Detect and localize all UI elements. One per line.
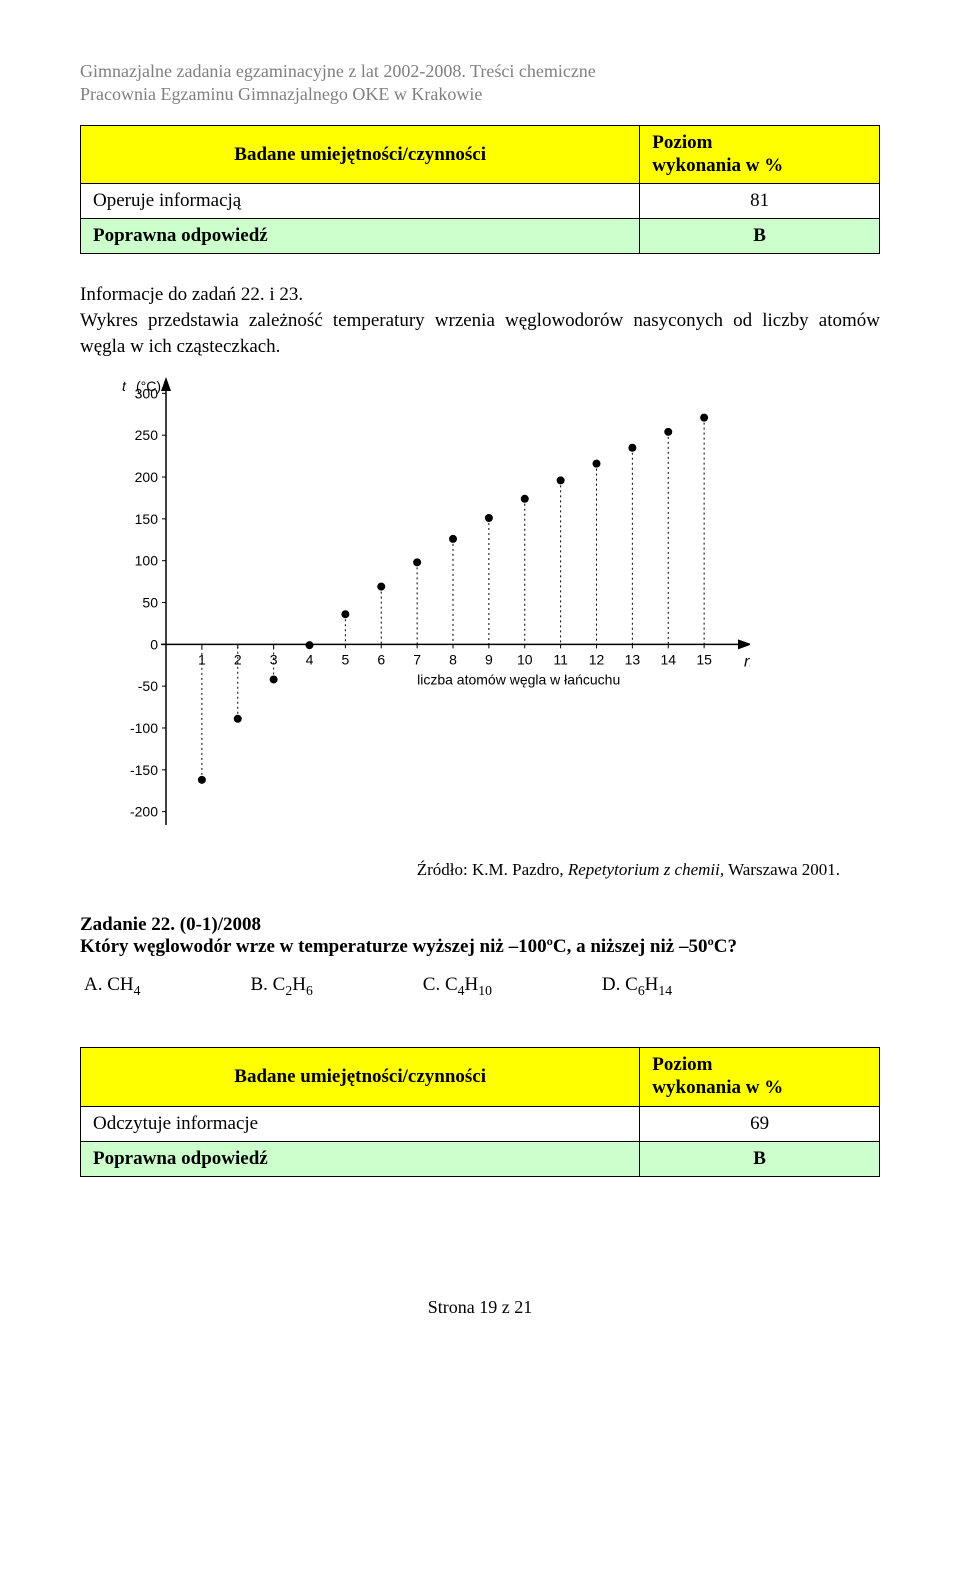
svg-text:100: 100: [135, 553, 159, 569]
task-question: Który węglowodór wrze w temperaturze wyż…: [80, 936, 880, 958]
info-paragraph: Informacje do zadań 22. i 23. Wykres prz…: [80, 282, 880, 359]
svg-text:11: 11: [553, 652, 568, 668]
source-citation: Źródło: K.M. Pazdro, Repetytorium z chem…: [80, 860, 880, 880]
svg-text:6: 6: [377, 652, 385, 668]
svg-text:150: 150: [135, 511, 159, 527]
svg-text:13: 13: [625, 652, 641, 668]
table-header-skills: Badane umiejętności/czynności: [81, 125, 640, 184]
page-footer: Strona 19 z 21: [80, 1297, 880, 1318]
table-header-skills: Badane umiejętności/czynności: [81, 1048, 640, 1107]
svg-text:8: 8: [449, 652, 457, 668]
svg-text:n: n: [744, 654, 750, 671]
formula-B: C2H6: [273, 974, 313, 995]
boiling-point-chart: -200-150-100-505010015020025030001234567…: [110, 375, 880, 850]
page: Gimnazjalne zadania egzaminacyjne z lat …: [0, 0, 960, 1358]
skill-label: Operuje informacją: [81, 184, 640, 219]
correct-answer-row: Poprawna odpowiedź B: [81, 219, 880, 254]
svg-text:liczba atomów węgla w łańcuchu: liczba atomów węgla w łańcuchu: [417, 672, 620, 688]
svg-text:250: 250: [135, 427, 159, 443]
formula-C: C4H10: [445, 974, 492, 995]
formula-A: CH4: [107, 974, 140, 995]
svg-text:-150: -150: [130, 762, 158, 778]
svg-text:50: 50: [142, 595, 158, 611]
skill-value: 81: [640, 184, 880, 219]
chart-svg: -200-150-100-505010015020025030001234567…: [110, 375, 750, 845]
answer-options: A. CH4 B. C2H6 C. C4H10 D. C6H14: [80, 974, 880, 999]
answer-C: C. C4H10: [423, 974, 492, 999]
svg-text:0: 0: [150, 637, 158, 653]
svg-text:4: 4: [306, 652, 314, 668]
svg-text:7: 7: [413, 652, 421, 668]
table-header-level: Poziom wykonania w %: [640, 1048, 880, 1107]
skill-label: Odczytuje informacje: [81, 1106, 640, 1141]
table-header-row: Badane umiejętności/czynności Poziom wyk…: [81, 125, 880, 184]
correct-value: B: [640, 219, 880, 254]
correct-answer-row: Poprawna odpowiedź B: [81, 1141, 880, 1176]
svg-text:9: 9: [485, 652, 493, 668]
table-row: Operuje informacją 81: [81, 184, 880, 219]
table-row: Odczytuje informacje 69: [81, 1106, 880, 1141]
svg-text:-50: -50: [138, 678, 158, 694]
formula-D: C6H14: [625, 974, 672, 995]
answer-D: D. C6H14: [602, 974, 672, 999]
svg-text:5: 5: [341, 652, 349, 668]
info-line2: Wykres przedstawia zależność temperatury…: [80, 310, 880, 357]
svg-text:t: t: [122, 378, 127, 394]
skills-table-1: Badane umiejętności/czynności Poziom wyk…: [80, 125, 880, 255]
task-title: Zadanie 22. (0-1)/2008: [80, 914, 880, 936]
doc-header-line1: Gimnazjalne zadania egzaminacyjne z lat …: [80, 60, 880, 83]
doc-header-line2: Pracownia Egzaminu Gimnazjalnego OKE w K…: [80, 83, 880, 106]
answer-B: B. C2H6: [250, 974, 312, 999]
correct-label: Poprawna odpowiedź: [81, 1141, 640, 1176]
svg-text:14: 14: [660, 652, 676, 668]
table-header-row: Badane umiejętności/czynności Poziom wyk…: [81, 1048, 880, 1107]
skills-table-2: Badane umiejętności/czynności Poziom wyk…: [80, 1047, 880, 1177]
svg-text:-100: -100: [130, 720, 158, 736]
svg-text:(°C): (°C): [136, 378, 161, 394]
svg-text:15: 15: [696, 652, 712, 668]
svg-text:-200: -200: [130, 804, 158, 820]
svg-text:200: 200: [135, 469, 159, 485]
correct-value: B: [640, 1141, 880, 1176]
table-header-level: Poziom wykonania w %: [640, 125, 880, 184]
info-line1: Informacje do zadań 22. i 23.: [80, 284, 303, 305]
svg-text:10: 10: [517, 652, 533, 668]
task-22: Zadanie 22. (0-1)/2008 Który węglowodór …: [80, 914, 880, 999]
skill-value: 69: [640, 1106, 880, 1141]
correct-label: Poprawna odpowiedź: [81, 219, 640, 254]
answer-A: A. CH4: [84, 974, 140, 999]
svg-text:12: 12: [589, 652, 605, 668]
